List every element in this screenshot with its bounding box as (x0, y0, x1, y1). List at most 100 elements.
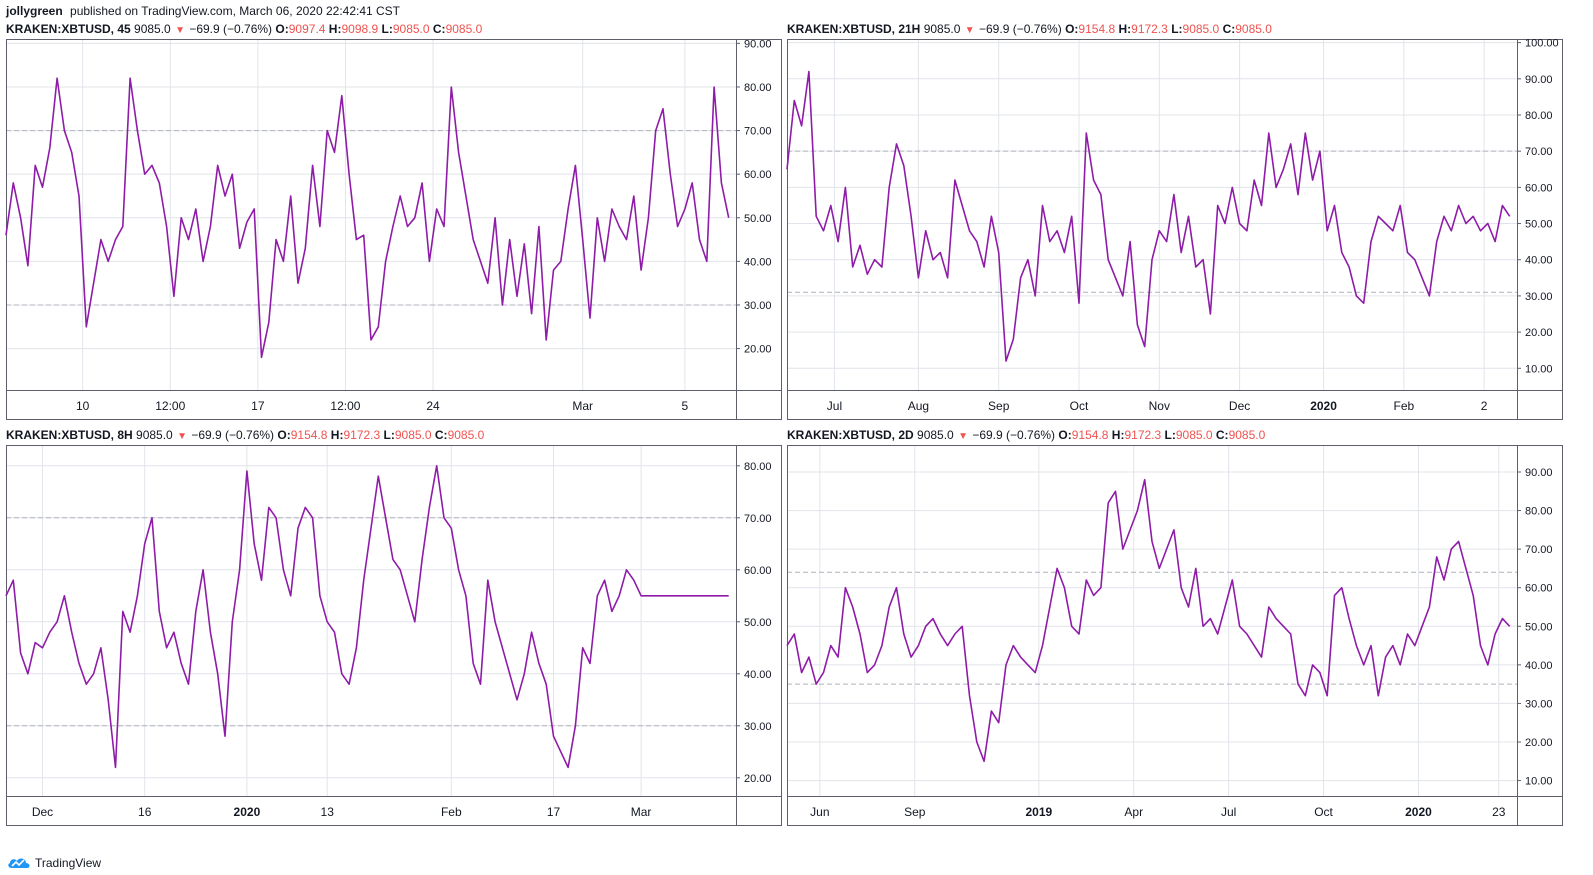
x-tick-label: 2 (1481, 399, 1488, 413)
low-key: L: (381, 22, 393, 36)
x-tick-label: Feb (1394, 399, 1415, 413)
x-tick-label: Oct (1314, 805, 1333, 819)
author-name[interactable]: jollygreen (6, 4, 63, 18)
close-key: C: (1222, 22, 1236, 36)
open-key: O: (277, 428, 291, 442)
y-tick-label: 70.00 (1525, 544, 1553, 556)
price-change: −69.9 (−0.76%) (972, 428, 1056, 442)
x-tick-label: 2020 (1310, 399, 1337, 413)
y-tick-label: 60.00 (744, 565, 772, 577)
low-key: L: (1164, 428, 1176, 442)
down-arrow-icon: ▼ (175, 25, 185, 36)
y-tick-label: 20.00 (1525, 737, 1553, 749)
symbol-title: KRAKEN:XBTUSD, 2D (787, 428, 914, 442)
rsi-series-line (5, 77, 730, 359)
x-tick-label: Feb (441, 805, 462, 819)
price-change: −69.9 (−0.76%) (979, 22, 1062, 36)
close-value: 9085.0 (1235, 22, 1272, 36)
y-tick-label: 30.00 (744, 300, 772, 312)
symbol-title: KRAKEN:XBTUSD, 8H (6, 428, 133, 442)
y-tick-label: 30.00 (1525, 291, 1553, 303)
rsi-chart-8h[interactable]: 20.00 30.00 40.00 50.00 60.00 70.00 80.00 Dec 16… (5, 445, 782, 826)
high-value: 9172.3 (1131, 22, 1168, 36)
y-tick-label: 90.00 (744, 38, 772, 50)
high-value: 9172.3 (343, 428, 381, 442)
symbol-title: KRAKEN:XBTUSD, 21H (787, 22, 921, 36)
y-tick-label: 50.00 (744, 617, 772, 629)
x-tick-label: 5 (682, 399, 689, 413)
x-tick-label: 17 (251, 399, 265, 413)
x-tick-label: 17 (547, 805, 561, 819)
open-key: O: (1065, 22, 1079, 36)
y-tick-label: 90.00 (1525, 74, 1553, 86)
y-tick-label: 70.00 (1525, 146, 1553, 158)
rsi-chart-45m[interactable]: 20.00 30.00 40.00 50.00 60.00 70.00 80.00 90.00… (5, 38, 782, 420)
x-tick-label: Jul (1221, 805, 1236, 819)
high-key: H: (328, 22, 342, 36)
x-tick-label: Jul (827, 399, 842, 413)
y-tick-label: 20.00 (744, 344, 772, 356)
tradingview-cloud-icon (8, 858, 30, 868)
price-change: −69.9 (−0.76%) (189, 22, 273, 36)
y-tick-label: 10.00 (1525, 363, 1553, 375)
low-value: 9085.0 (392, 22, 430, 36)
close-key: C: (434, 428, 448, 442)
high-value: 9172.3 (1124, 428, 1162, 442)
x-tick-label: Mar (572, 399, 593, 413)
y-tick-label: 50.00 (1525, 219, 1553, 231)
chart-panel-45m[interactable]: KRAKEN:XBTUSD, 45 9085.0 ▼ −69.9 (−0.76%… (5, 22, 782, 421)
chart-legend: KRAKEN:XBTUSD, 2D 9085.0 ▼ −69.9 (−0.76%… (787, 428, 1265, 444)
low-value: 9085.0 (1175, 428, 1213, 442)
x-tick-label: Sep (904, 805, 926, 819)
x-tick-label: Dec (32, 805, 53, 819)
high-value: 9098.9 (341, 22, 379, 36)
published-text: published on TradingView.com, March 06, … (70, 4, 401, 18)
high-key: H: (1118, 22, 1132, 36)
y-tick-label: 80.00 (1525, 506, 1553, 518)
y-tick-label: 70.00 (744, 126, 772, 138)
chart-legend: KRAKEN:XBTUSD, 21H 9085.0 ▼ −69.9 (−0.76… (787, 22, 1272, 38)
y-tick-label: 40.00 (1525, 660, 1553, 672)
tradingview-footer[interactable]: TradingView (6, 855, 101, 871)
chart-panel-21h[interactable]: KRAKEN:XBTUSD, 21H 9085.0 ▼ −69.9 (−0.76… (786, 22, 1563, 421)
chart-frame (6, 39, 782, 420)
y-tick-label: 90.00 (1525, 467, 1553, 479)
y-tick-label: 20.00 (744, 773, 772, 785)
y-tick-label: 40.00 (1525, 255, 1553, 267)
symbol-title: KRAKEN:XBTUSD, 45 (6, 22, 131, 36)
y-tick-label: 80.00 (1525, 110, 1553, 122)
high-key: H: (1111, 428, 1125, 442)
rsi-chart-21h[interactable]: 10.00 20.00 30.00 40.00 50.00 60.00 70.00 80.00… (786, 38, 1563, 420)
chart-legend: KRAKEN:XBTUSD, 45 9085.0 ▼ −69.9 (−0.76%… (6, 22, 482, 38)
chart-panel-2d[interactable]: KRAKEN:XBTUSD, 2D 9085.0 ▼ −69.9 (−0.76%… (786, 428, 1563, 827)
rsi-series-line (5, 464, 729, 769)
chart-frame (787, 445, 1563, 826)
y-tick-label: 60.00 (744, 169, 772, 181)
close-key: C: (1215, 428, 1229, 442)
y-tick-label: 60.00 (1525, 182, 1553, 194)
x-tick-label: Sep (988, 399, 1010, 413)
x-tick-label: 13 (321, 805, 335, 819)
last-price: 9085.0 (923, 22, 961, 36)
down-arrow-icon: ▼ (964, 25, 975, 36)
down-arrow-icon: ▼ (177, 431, 187, 442)
rsi-series-line (786, 478, 1511, 763)
x-tick-label: Dec (1229, 399, 1250, 413)
x-tick-label: Aug (908, 399, 929, 413)
rsi-chart-2d[interactable]: 10.00 20.00 30.00 40.00 50.00 60.00 70.00 80.00… (786, 445, 1563, 826)
rsi-series-line (786, 70, 1511, 362)
y-tick-label: 80.00 (744, 461, 772, 473)
y-tick-label: 50.00 (744, 213, 772, 225)
close-value: 9085.0 (445, 22, 483, 36)
y-tick-label: 30.00 (744, 721, 772, 733)
last-price: 9085.0 (134, 22, 171, 36)
chart-panel-8h[interactable]: KRAKEN:XBTUSD, 8H 9085.0 ▼ −69.9 (−0.76%… (5, 428, 782, 827)
chart-frame (6, 445, 782, 826)
x-tick-label: 16 (138, 805, 152, 819)
chart-frame (787, 39, 1563, 420)
close-value: 9085.0 (447, 428, 485, 442)
tradingview-brand: TradingView (35, 856, 102, 870)
y-tick-label: 50.00 (1525, 621, 1553, 633)
x-tick-label: 23 (1492, 805, 1506, 819)
high-key: H: (330, 428, 344, 442)
